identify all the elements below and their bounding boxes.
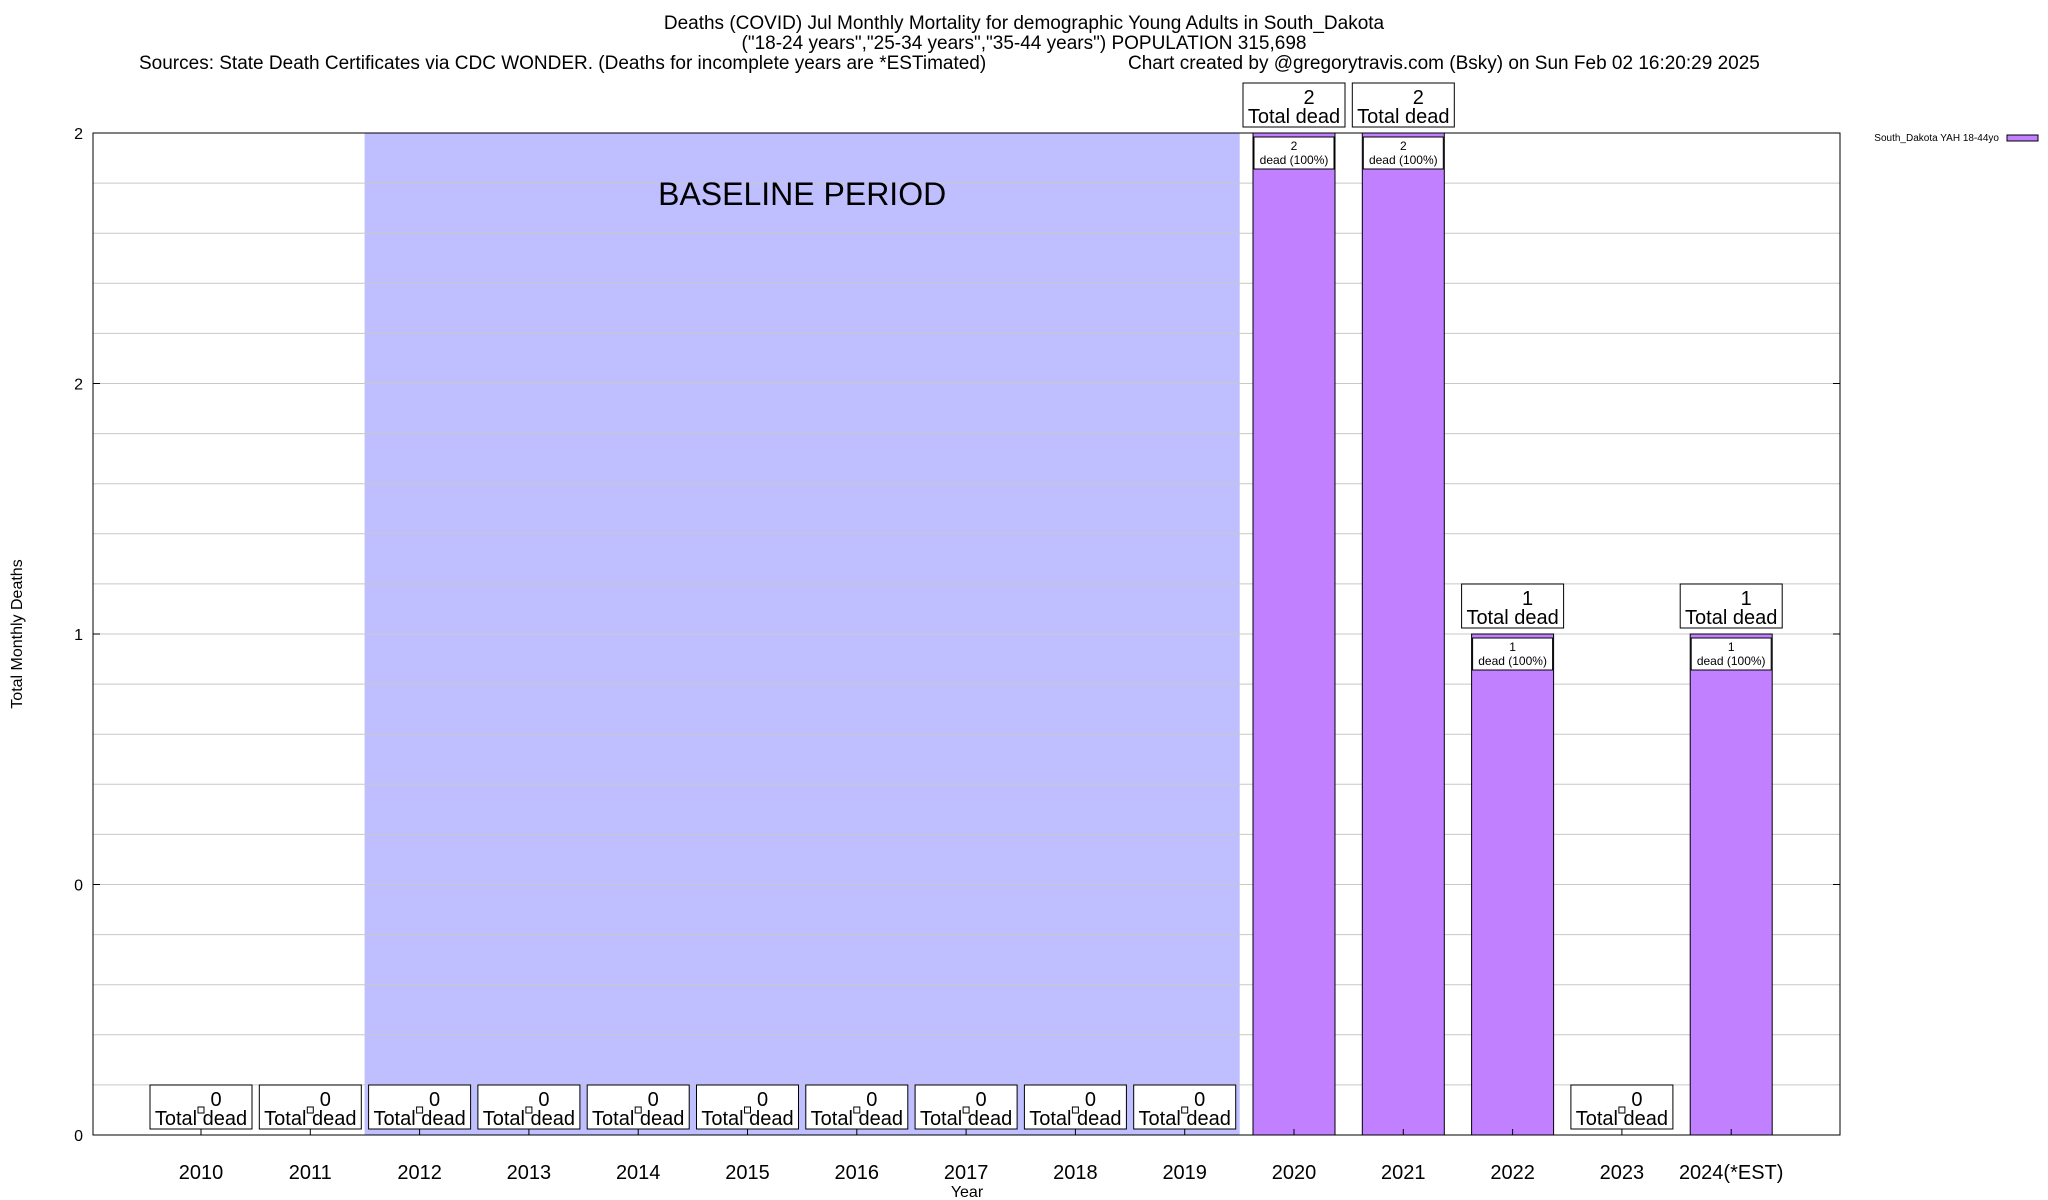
zero-marker xyxy=(853,1106,861,1114)
legend-label: South_Dakota YAH 18-44yo xyxy=(1874,133,1999,144)
total-value: 0 xyxy=(866,1089,877,1111)
zero-marker xyxy=(525,1106,533,1114)
sources-note: Sources: State Death Certificates via CD… xyxy=(139,53,987,74)
y-tick-label: 1 xyxy=(74,627,83,644)
bar-label-box xyxy=(1253,136,1335,170)
total-label: Total dead xyxy=(592,1108,684,1130)
plot-border xyxy=(92,132,1841,1136)
total-value: 0 xyxy=(429,1089,440,1111)
x-tick-label: 2020 xyxy=(1272,1162,1317,1184)
y-tick-label: 2 xyxy=(74,377,83,394)
zero-marker xyxy=(197,1106,205,1114)
zero-marker xyxy=(634,1106,642,1114)
zero-marker xyxy=(1618,1106,1626,1114)
bar-value-label: 2 xyxy=(1291,139,1298,153)
x-tick-label: 2010 xyxy=(179,1162,224,1184)
zero-marker xyxy=(1071,1106,1079,1114)
bar-percent-label: dead (100%) xyxy=(1260,153,1329,167)
bar xyxy=(1471,633,1555,1136)
x-tick-label: 2011 xyxy=(289,1162,332,1184)
x-tick-label: 2013 xyxy=(507,1162,552,1184)
y-axis-label: Total Monthly Deaths xyxy=(9,559,26,708)
bar-value-label: 1 xyxy=(1728,640,1735,654)
total-value: 0 xyxy=(210,1089,221,1111)
x-axis-label: Year xyxy=(951,1184,984,1200)
baseline-label: BASELINE PERIOD xyxy=(658,176,946,212)
total-label: Total dead xyxy=(811,1108,903,1130)
total-label: Total dead xyxy=(373,1108,465,1130)
x-tick-label: 2015 xyxy=(725,1162,770,1184)
bar-percent-label: dead (100%) xyxy=(1478,654,1547,668)
total-label: Total dead xyxy=(1248,106,1340,128)
x-tick-label: 2014 xyxy=(616,1162,661,1184)
total-value: 0 xyxy=(1194,1089,1205,1111)
x-tick-label: 2012 xyxy=(397,1162,442,1184)
zero-marker xyxy=(1181,1106,1189,1114)
bar xyxy=(1689,633,1773,1136)
x-tick-label: 2023 xyxy=(1600,1162,1645,1184)
total-box xyxy=(1461,583,1565,629)
total-value: 0 xyxy=(538,1089,549,1111)
total-label: Total dead xyxy=(1466,607,1558,629)
bar xyxy=(1252,132,1336,1136)
zero-marker xyxy=(416,1106,424,1114)
total-value: 0 xyxy=(1085,1089,1096,1111)
total-label: Total dead xyxy=(920,1108,1012,1130)
y-tick-label: 2 xyxy=(74,126,83,143)
x-tick-label: 2019 xyxy=(1162,1162,1207,1184)
y-tick-label: 0 xyxy=(74,1128,83,1145)
total-box xyxy=(1679,583,1783,629)
bar-label-box xyxy=(1362,136,1444,170)
bar-label-box xyxy=(1472,637,1554,671)
zero-marker xyxy=(306,1106,314,1114)
total-value: 1 xyxy=(1741,588,1752,610)
total-label: Total dead xyxy=(1139,1108,1231,1130)
bar xyxy=(1361,132,1445,1136)
total-label: Total dead xyxy=(264,1108,356,1130)
total-label: Total dead xyxy=(483,1108,575,1130)
total-label: Total dead xyxy=(1576,1108,1668,1130)
zero-marker xyxy=(962,1106,970,1114)
total-value: 0 xyxy=(976,1089,987,1111)
bar-label-box xyxy=(1690,637,1772,671)
total-value: 0 xyxy=(1631,1089,1642,1111)
total-value: 2 xyxy=(1303,87,1314,109)
total-value: 2 xyxy=(1413,87,1424,109)
x-tick-label: 2018 xyxy=(1053,1162,1098,1184)
total-box xyxy=(1242,82,1346,128)
x-tick-label: 2016 xyxy=(835,1162,880,1184)
x-tick-label: 2021 xyxy=(1381,1162,1426,1184)
total-label: Total dead xyxy=(1685,607,1777,629)
total-value: 0 xyxy=(757,1089,768,1111)
total-value: 0 xyxy=(648,1089,659,1111)
x-tick-label: 2017 xyxy=(944,1162,989,1184)
total-label: Total dead xyxy=(1029,1108,1121,1130)
bar-percent-label: dead (100%) xyxy=(1369,153,1438,167)
bar-percent-label: dead (100%) xyxy=(1697,654,1766,668)
chart-credit: Chart created by @gregorytravis.com (Bsk… xyxy=(1128,53,1760,74)
total-value: 1 xyxy=(1522,588,1533,610)
total-value: 0 xyxy=(320,1089,331,1111)
bar-value-label: 1 xyxy=(1509,640,1516,654)
x-tick-label: 2024(*EST) xyxy=(1679,1162,1784,1184)
x-tick-label: 2022 xyxy=(1490,1162,1535,1184)
y-tick-label: 0 xyxy=(74,878,83,895)
zero-marker xyxy=(744,1106,751,1114)
bar-value-label: 2 xyxy=(1400,139,1407,153)
chart-title: Deaths (COVID) Jul Monthly Mortality for… xyxy=(663,13,1385,34)
chart-subtitle: ("18-24 years","25-34 years","35-44 year… xyxy=(741,33,1307,54)
total-label: Total dead xyxy=(701,1108,793,1130)
total-box xyxy=(1351,82,1455,128)
total-label: Total dead xyxy=(155,1108,247,1130)
total-label: Total dead xyxy=(1357,106,1449,128)
legend-swatch xyxy=(2006,134,2039,142)
